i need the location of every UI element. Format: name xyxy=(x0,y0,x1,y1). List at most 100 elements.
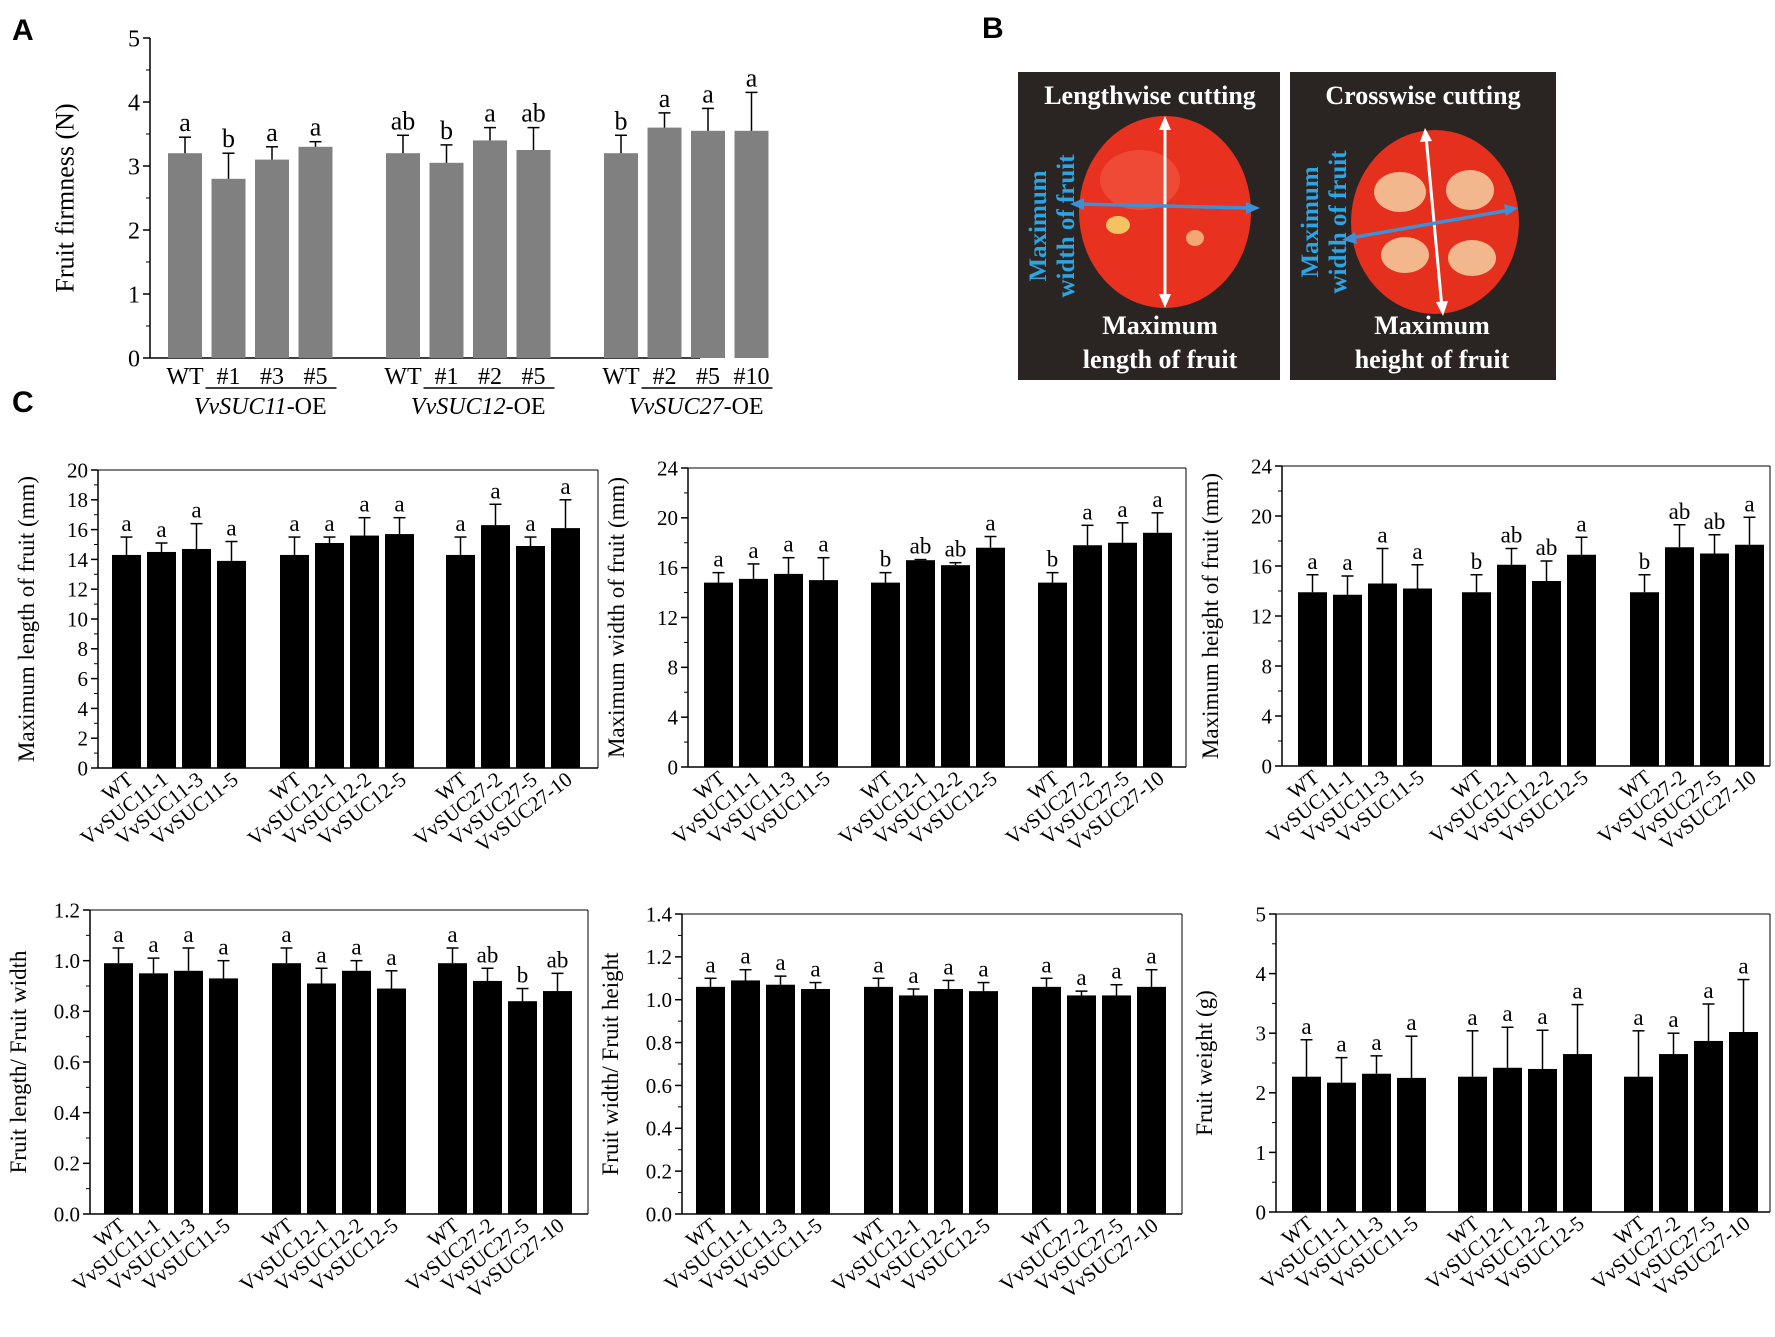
lengthwise-side-label-1: Maximum xyxy=(1025,170,1052,281)
significance-letter: a xyxy=(490,478,500,503)
bar xyxy=(734,130,769,358)
bar xyxy=(1567,554,1596,766)
bar xyxy=(1532,581,1561,766)
bar xyxy=(1333,594,1362,766)
significance-letter: ab xyxy=(945,537,967,562)
significance-letter: ab xyxy=(1536,535,1558,560)
bar xyxy=(1397,1077,1426,1212)
bar xyxy=(280,554,309,768)
bar xyxy=(315,543,344,768)
significance-letter: a xyxy=(783,532,793,557)
significance-letter: a xyxy=(705,952,715,977)
group-label: VvSUC27-OE xyxy=(629,394,764,420)
significance-letter: a xyxy=(943,954,953,979)
bar xyxy=(809,580,838,767)
bar xyxy=(1563,1054,1592,1212)
bar xyxy=(1735,544,1764,766)
significance-letter: a xyxy=(359,492,369,517)
significance-letter: a xyxy=(289,511,299,536)
bar xyxy=(1143,532,1172,767)
significance-letter: b xyxy=(1047,547,1059,572)
significance-letter: a xyxy=(121,511,131,536)
category-label: #10 xyxy=(734,364,770,390)
bar xyxy=(543,991,572,1214)
panel-label-c: C xyxy=(12,386,34,419)
y-tick-label: 1.0 xyxy=(54,949,80,973)
significance-letter: ab xyxy=(1669,499,1691,524)
significance-letter: ab xyxy=(477,942,499,967)
significance-letter: a xyxy=(1301,1014,1311,1039)
significance-letter: a xyxy=(702,79,714,108)
lengthwise-bottom-label-1: Maximum xyxy=(1102,311,1218,340)
significance-letter: a xyxy=(386,945,396,970)
bar xyxy=(217,560,246,768)
tomato-highlight xyxy=(1100,150,1180,210)
group-gene-name: VvSUC27 xyxy=(629,394,725,420)
bar xyxy=(209,978,238,1214)
significance-letter: a xyxy=(1703,978,1713,1003)
bar xyxy=(438,963,467,1214)
lengthwise-title: Lengthwise cutting xyxy=(1044,81,1256,110)
significance-letter: a xyxy=(113,922,123,947)
arrowhead xyxy=(1246,202,1260,214)
bar xyxy=(211,178,246,358)
arrowhead xyxy=(1159,294,1171,308)
significance-letter: b xyxy=(440,116,453,145)
bar xyxy=(1403,588,1432,766)
significance-letter: a xyxy=(1633,1005,1643,1030)
bar xyxy=(1665,547,1694,766)
y-axis-label: Maximum height of fruit (mm) xyxy=(1198,473,1223,759)
significance-letter: a xyxy=(447,922,457,947)
group-label: VvSUC11-OE xyxy=(194,394,327,420)
y-tick-label: 0 xyxy=(128,346,140,372)
bar xyxy=(1032,986,1061,1214)
bar xyxy=(473,980,502,1214)
group-suffix: -OE xyxy=(506,394,546,420)
bar xyxy=(1624,1076,1653,1212)
significance-letter: a xyxy=(1467,1005,1477,1030)
group-gene-name: VvSUC12 xyxy=(411,394,506,420)
bar xyxy=(446,554,475,768)
y-tick-label: 24 xyxy=(657,456,679,480)
y-tick-label: 1.4 xyxy=(646,902,673,926)
y-tick-label: 16 xyxy=(657,556,678,580)
category-label: #5 xyxy=(522,364,546,390)
significance-letter: a xyxy=(873,952,883,977)
y-tick-label: 1.2 xyxy=(54,898,80,922)
significance-letter: a xyxy=(266,118,278,147)
category-label: #2 xyxy=(478,364,502,390)
category-label: WT xyxy=(384,364,422,390)
lengthwise-bottom-label-2: length of fruit xyxy=(1083,345,1238,374)
significance-letter: a xyxy=(713,547,723,572)
bar xyxy=(1362,1073,1391,1212)
significance-letter: b xyxy=(517,963,529,988)
significance-letter: a xyxy=(1307,549,1317,574)
y-tick-label: 1.0 xyxy=(646,988,672,1012)
y-tick-label: 14 xyxy=(67,548,89,572)
category-label: #1 xyxy=(217,364,241,390)
significance-letter: a xyxy=(1576,511,1586,536)
y-tick-label: 18 xyxy=(67,488,88,512)
bar xyxy=(969,991,998,1214)
y-tick-label: 16 xyxy=(67,518,88,542)
chart-length-width-ratio: 0.0 0.2 0.4 0.6 0.8 1.0 1.2 Fruit length/ Fruit… xyxy=(6,898,589,1303)
y-axis-label: Fruit weight (g) xyxy=(1192,990,1217,1136)
significance-letter: a xyxy=(1041,952,1051,977)
bar xyxy=(941,565,970,767)
category-label: #5 xyxy=(304,364,328,390)
crosswise-side-label-1: Maximum xyxy=(1297,166,1324,277)
bar xyxy=(1458,1076,1487,1212)
group-suffix: -OE xyxy=(287,394,327,420)
significance-letter: a xyxy=(1738,954,1748,979)
significance-letter: ab xyxy=(521,99,546,128)
bar xyxy=(871,582,900,767)
y-tick-label: 12 xyxy=(657,606,678,630)
bar xyxy=(1694,1040,1723,1212)
bar xyxy=(298,146,333,358)
y-tick-label: 8 xyxy=(1262,654,1273,678)
significance-letter: a xyxy=(324,511,334,536)
y-axis-label: Fruit width/ Fruit height xyxy=(598,952,623,1176)
